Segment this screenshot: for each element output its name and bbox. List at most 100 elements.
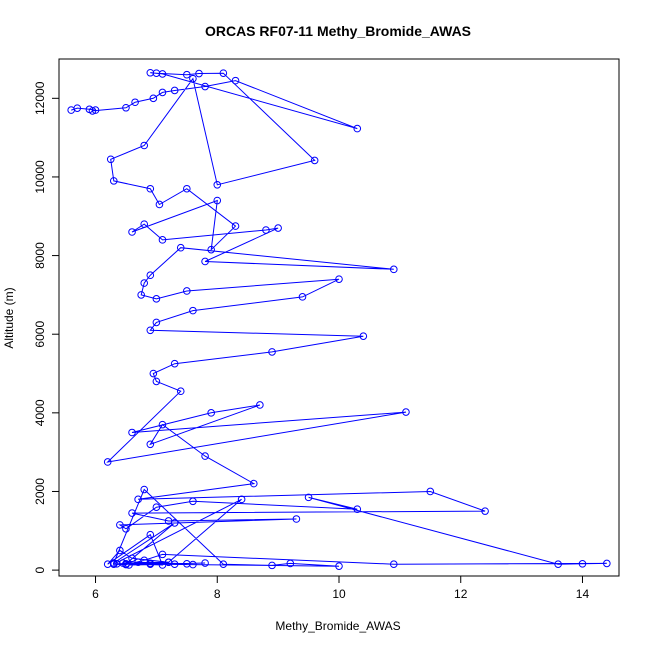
data-point: [195, 69, 203, 78]
data-point: [125, 561, 133, 569]
data-point: [128, 554, 136, 563]
data-point: [268, 561, 276, 570]
data-point: [578, 560, 587, 568]
data-point: [201, 257, 209, 266]
data-point: [103, 458, 112, 466]
x-tick-label: 10: [332, 587, 346, 601]
data-point: [603, 559, 611, 568]
data-point: [109, 177, 118, 185]
data-point: [170, 359, 179, 368]
data-point: [268, 348, 276, 356]
data-point: [152, 295, 161, 303]
data-point: [262, 226, 270, 234]
data-point: [189, 74, 197, 83]
data-point: [122, 103, 130, 112]
x-tick-label: 8: [214, 587, 221, 601]
data-point: [149, 94, 158, 103]
y-tick-label: 10000: [33, 160, 47, 194]
data-point: [73, 104, 82, 112]
data-point: [189, 306, 197, 315]
chart-title: ORCAS RF07-11 Methy_Bromide_AWAS: [205, 23, 471, 39]
data-point: [152, 69, 161, 77]
data-point: [106, 155, 115, 164]
y-tick-label: 6000: [33, 321, 47, 348]
data-point: [158, 561, 167, 569]
data-point: [231, 222, 240, 230]
data-point: [128, 509, 136, 517]
data-point: [152, 318, 161, 327]
data-point: [146, 530, 155, 539]
data-point: [176, 387, 185, 396]
data-point: [402, 408, 410, 416]
data-point: [389, 560, 398, 569]
data-point: [155, 200, 164, 209]
data-point: [176, 243, 185, 252]
x-tick-label: 6: [92, 587, 99, 601]
data-point: [183, 184, 191, 193]
x-tick-label: 14: [576, 587, 590, 601]
data-point: [256, 401, 264, 409]
data-point: [292, 515, 301, 523]
data-point: [310, 156, 319, 165]
data-point: [128, 228, 136, 236]
data-point: [353, 505, 362, 513]
data-point: [335, 275, 343, 283]
x-axis: 6 8 10 12 14: [92, 575, 590, 601]
data-point: [88, 107, 97, 115]
data-point: [170, 86, 179, 95]
data-point: [183, 70, 191, 79]
data-point: [201, 559, 209, 567]
data-point: [140, 485, 149, 494]
data-point: [183, 287, 191, 295]
data-point: [286, 559, 295, 568]
data-point: [201, 82, 209, 91]
data-point: [213, 196, 222, 205]
data-point: [426, 487, 435, 496]
series-layer: [67, 68, 611, 570]
data-point: [207, 245, 215, 254]
data-point: [219, 560, 228, 569]
data-point: [140, 279, 149, 287]
data-point: [231, 76, 240, 85]
data-point: [389, 265, 398, 274]
data-point: [152, 377, 161, 386]
data-point: [170, 519, 179, 527]
data-point: [170, 560, 179, 569]
data-point: [237, 495, 246, 504]
data-point: [128, 428, 136, 437]
data-point: [91, 106, 100, 114]
y-axis: 0 2000 4000 6000 8000 10000 12000: [33, 81, 60, 573]
data-point: [116, 546, 124, 555]
data-point: [146, 559, 155, 568]
data-point: [122, 525, 130, 533]
data-point: [213, 181, 222, 189]
y-tick-label: 8000: [33, 242, 47, 269]
data-point: [201, 452, 209, 460]
data-point: [134, 495, 142, 504]
data-point: [140, 141, 149, 150]
y-tick-label: 0: [33, 566, 47, 573]
data-point: [298, 293, 307, 301]
y-tick-label: 12000: [33, 81, 47, 115]
data-point: [158, 420, 167, 429]
data-point: [304, 493, 313, 502]
data-point: [109, 559, 118, 567]
data-point: [140, 220, 149, 228]
data-point: [137, 291, 145, 299]
data-point: [158, 550, 167, 559]
data-point: [183, 560, 191, 568]
data-point: [481, 507, 489, 515]
data-point: [219, 69, 228, 77]
data-point: [131, 98, 139, 107]
data-point: [158, 236, 167, 244]
data-point: [359, 332, 368, 340]
x-axis-label: Methy_Bromide_AWAS: [275, 619, 400, 633]
data-point: [207, 409, 215, 417]
data-point: [152, 503, 161, 511]
data-point: [554, 560, 562, 569]
data-point: [116, 521, 124, 529]
data-point: [149, 369, 158, 378]
series-line: [71, 72, 607, 567]
data-point: [146, 184, 155, 193]
